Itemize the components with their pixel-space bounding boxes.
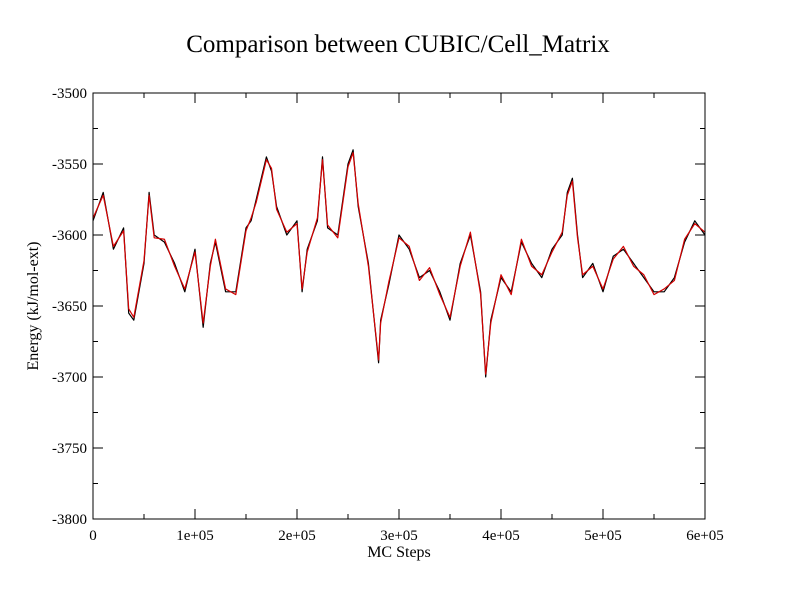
y-tick-label: -3700 xyxy=(52,370,87,386)
y-axis-label: Energy (kJ/mol-ext) xyxy=(25,241,42,370)
x-tick-label: 0 xyxy=(89,528,97,544)
x-tick-label: 3e+05 xyxy=(380,528,418,544)
x-tick-label: 4e+05 xyxy=(482,528,520,544)
x-tick-label: 5e+05 xyxy=(584,528,622,544)
y-tick-label: -3650 xyxy=(52,299,87,315)
x-axis-label: MC Steps xyxy=(367,544,431,561)
series-line-2 xyxy=(92,152,706,375)
y-tick-label: -3800 xyxy=(52,512,87,528)
x-tick-label: 2e+05 xyxy=(278,528,316,544)
plot-frame xyxy=(92,92,706,520)
y-tick-label: -3750 xyxy=(52,441,87,457)
y-tick-label: -3550 xyxy=(52,157,87,173)
x-tick-label: 1e+05 xyxy=(176,528,214,544)
series-layer xyxy=(92,149,706,378)
x-tick-label: 6e+05 xyxy=(686,528,724,544)
ticks-layer: 0 1e+05 2e+05 3e+05 4e+05 5e+05 6e+05 -3800 -375… xyxy=(52,86,724,544)
chart-title: Comparison between CUBIC/Cell_Matrix xyxy=(186,31,610,58)
y-tick-label: -3600 xyxy=(52,228,87,244)
series-line-1 xyxy=(92,149,706,378)
y-tick-label: -3500 xyxy=(52,86,87,102)
